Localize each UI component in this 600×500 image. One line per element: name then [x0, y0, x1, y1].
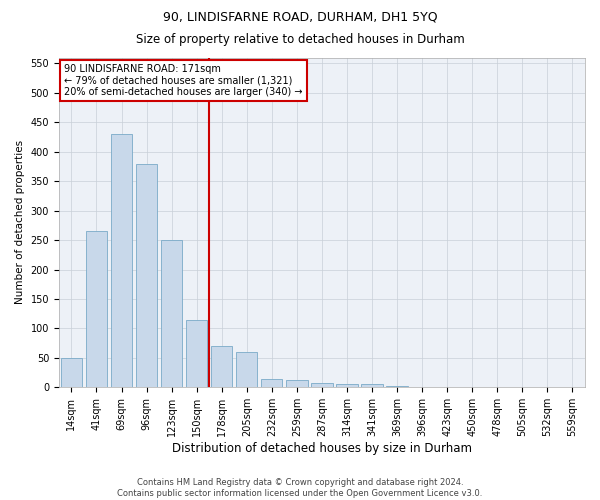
Text: Size of property relative to detached houses in Durham: Size of property relative to detached ho… — [136, 32, 464, 46]
Text: Contains HM Land Registry data © Crown copyright and database right 2024.
Contai: Contains HM Land Registry data © Crown c… — [118, 478, 482, 498]
Bar — [136, 164, 157, 388]
Bar — [61, 358, 82, 388]
Bar — [337, 384, 358, 388]
Text: 90, LINDISFARNE ROAD, DURHAM, DH1 5YQ: 90, LINDISFARNE ROAD, DURHAM, DH1 5YQ — [163, 10, 437, 23]
Bar — [461, 387, 483, 388]
Bar — [211, 346, 232, 388]
Bar — [361, 384, 383, 388]
Bar — [161, 240, 182, 388]
Bar — [311, 382, 332, 388]
Bar — [286, 380, 308, 388]
X-axis label: Distribution of detached houses by size in Durham: Distribution of detached houses by size … — [172, 442, 472, 455]
Bar — [86, 232, 107, 388]
Bar — [236, 352, 257, 388]
Bar — [111, 134, 132, 388]
Bar — [261, 378, 283, 388]
Bar — [386, 386, 408, 388]
Bar — [186, 320, 208, 388]
Text: 90 LINDISFARNE ROAD: 171sqm
← 79% of detached houses are smaller (1,321)
20% of : 90 LINDISFARNE ROAD: 171sqm ← 79% of det… — [64, 64, 302, 98]
Y-axis label: Number of detached properties: Number of detached properties — [15, 140, 25, 304]
